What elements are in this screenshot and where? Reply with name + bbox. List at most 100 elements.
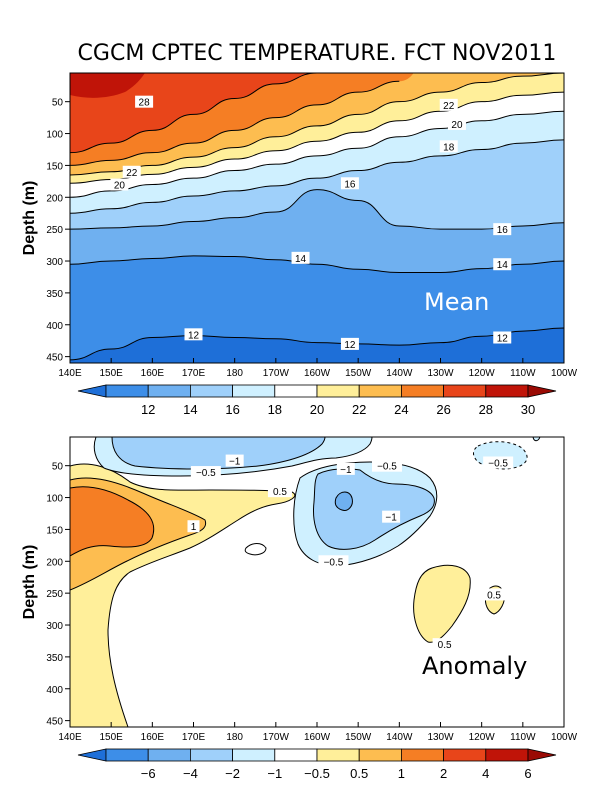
contour-label-bg bbox=[447, 117, 466, 130]
contour-label-text: 0.5 bbox=[487, 590, 501, 601]
contour-label-text: 12 bbox=[344, 340, 356, 351]
colorbar-swatch bbox=[147, 384, 191, 398]
contour-label: −0.5 bbox=[371, 459, 402, 473]
colorbar-swatch bbox=[443, 748, 487, 762]
contour-label: −0.5 bbox=[318, 555, 349, 568]
anomaly-x-axis: 140E 150E 160E 170E 180 170W 160W 150W 140W 130W 1… bbox=[58, 722, 578, 743]
contour-label: 18 bbox=[439, 140, 458, 153]
mean-isotherms bbox=[70, 73, 564, 361]
contour-label-text: 16 bbox=[344, 179, 356, 190]
contour-label-text: −1 bbox=[385, 513, 397, 524]
x-tick-label: 110W bbox=[510, 732, 536, 743]
contour-label: 0.5 bbox=[432, 638, 457, 651]
contour-label-text: 28 bbox=[139, 98, 151, 109]
contour-label-text: 22 bbox=[443, 101, 455, 112]
colorbar-label: 16 bbox=[225, 402, 239, 417]
colorbar-label: 4 bbox=[482, 766, 489, 781]
y-tick-label: 50 bbox=[52, 98, 64, 109]
x-tick-label: 100W bbox=[551, 732, 578, 743]
colorbar-label: 20 bbox=[310, 402, 324, 417]
anomaly-negative-1-center bbox=[313, 468, 435, 550]
colorbar-swatch bbox=[443, 384, 487, 398]
y-tick-label: 400 bbox=[46, 321, 63, 332]
x-tick-label: 170W bbox=[263, 732, 290, 743]
y-tick-label: 250 bbox=[46, 225, 63, 236]
isotherm-18 bbox=[70, 139, 564, 214]
isotherm-20 bbox=[70, 110, 564, 198]
contour-label-text: −0.5 bbox=[488, 458, 508, 469]
mean-y-axis: 50 100 150 200 250 300 350 400 450 bbox=[46, 98, 70, 364]
x-tick-label: 160W bbox=[304, 732, 331, 743]
contour-label-bg bbox=[432, 638, 457, 651]
colorbar-swatch bbox=[274, 384, 318, 398]
colorbar-label: −2 bbox=[225, 766, 240, 781]
contour-label: 0.5 bbox=[482, 588, 507, 601]
colorbar-swatch bbox=[316, 384, 360, 398]
contour-label: 1 bbox=[187, 520, 200, 533]
anomaly-panel-label: Anomaly bbox=[422, 652, 527, 680]
colorbar-low-arrow bbox=[77, 384, 107, 398]
isotherm-14 bbox=[70, 255, 564, 273]
contour-label-bg bbox=[110, 178, 129, 191]
y-tick-label: 400 bbox=[46, 685, 63, 696]
isotherm-12 bbox=[70, 327, 564, 361]
contour-label: 20 bbox=[110, 178, 129, 192]
contour-label: 16 bbox=[340, 177, 359, 190]
contour-label-bg bbox=[336, 462, 355, 475]
colorbar-label: 30 bbox=[521, 402, 535, 417]
x-tick-label: 150E bbox=[99, 368, 123, 379]
contour-label-text: 16 bbox=[497, 225, 509, 236]
contour-label-text: −0.5 bbox=[324, 557, 344, 568]
colorbar-label: −6 bbox=[141, 766, 156, 781]
anomaly-negative-2-center bbox=[334, 491, 353, 511]
contour-label: −1 bbox=[336, 462, 355, 476]
isotherm-28 bbox=[70, 73, 318, 154]
x-tick-label: 140E bbox=[58, 732, 82, 743]
x-tick-label: 180 bbox=[226, 732, 243, 743]
anomaly-negative-small bbox=[244, 543, 267, 556]
colorbar-swatch bbox=[358, 384, 402, 398]
contour-label: −0.5 bbox=[483, 456, 514, 469]
contour-label-bg bbox=[318, 555, 349, 568]
y-tick-label: 300 bbox=[46, 621, 63, 632]
contour-label: 12 bbox=[184, 328, 203, 341]
contour-label-text: 14 bbox=[295, 254, 307, 265]
anomaly-positive-2 bbox=[70, 486, 155, 557]
colorbar-label: 22 bbox=[352, 402, 366, 417]
anomaly-y-axis: 50 100 150 200 250 300 350 400 450 bbox=[46, 462, 70, 728]
y-tick-label: 100 bbox=[46, 494, 63, 505]
x-tick-label: 160E bbox=[141, 732, 165, 743]
isotherm-26 bbox=[70, 80, 400, 166]
x-tick-label: 170E bbox=[182, 732, 206, 743]
contour-label: −0.5 bbox=[190, 466, 221, 479]
x-tick-label: 140W bbox=[386, 368, 413, 379]
y-tick-label: 350 bbox=[46, 653, 63, 664]
colorbar-label: 14 bbox=[183, 402, 197, 417]
contour-label-text: 0.5 bbox=[273, 487, 287, 498]
colorbar-label: 0.5 bbox=[350, 766, 368, 781]
contour-label-bg bbox=[135, 95, 154, 108]
contour-label-text: −1 bbox=[229, 457, 241, 468]
mean-y-axis-label: Depth (m) bbox=[21, 181, 38, 256]
contour-label-text: 14 bbox=[497, 260, 509, 271]
y-tick-label: 150 bbox=[46, 525, 63, 536]
contour-label-bg bbox=[122, 165, 141, 178]
contour-label-text: 12 bbox=[497, 334, 509, 345]
contour-label: 12 bbox=[493, 331, 512, 345]
colorbar-label: 26 bbox=[436, 402, 450, 417]
contour-label-bg bbox=[267, 485, 292, 498]
contour-label-text: 20 bbox=[451, 120, 463, 131]
isotherm-24 bbox=[70, 73, 564, 176]
contour-label: 14 bbox=[493, 258, 512, 271]
colorbar-swatch bbox=[105, 384, 149, 398]
x-tick-label: 110W bbox=[510, 368, 536, 379]
x-tick-label: 170E bbox=[182, 368, 206, 379]
colorbar-label: 18 bbox=[268, 402, 282, 417]
contour-label-bg bbox=[184, 328, 203, 341]
colorbar-label: 2 bbox=[440, 766, 447, 781]
colorbar-swatch bbox=[189, 748, 233, 762]
isotherm-16 bbox=[70, 189, 564, 230]
